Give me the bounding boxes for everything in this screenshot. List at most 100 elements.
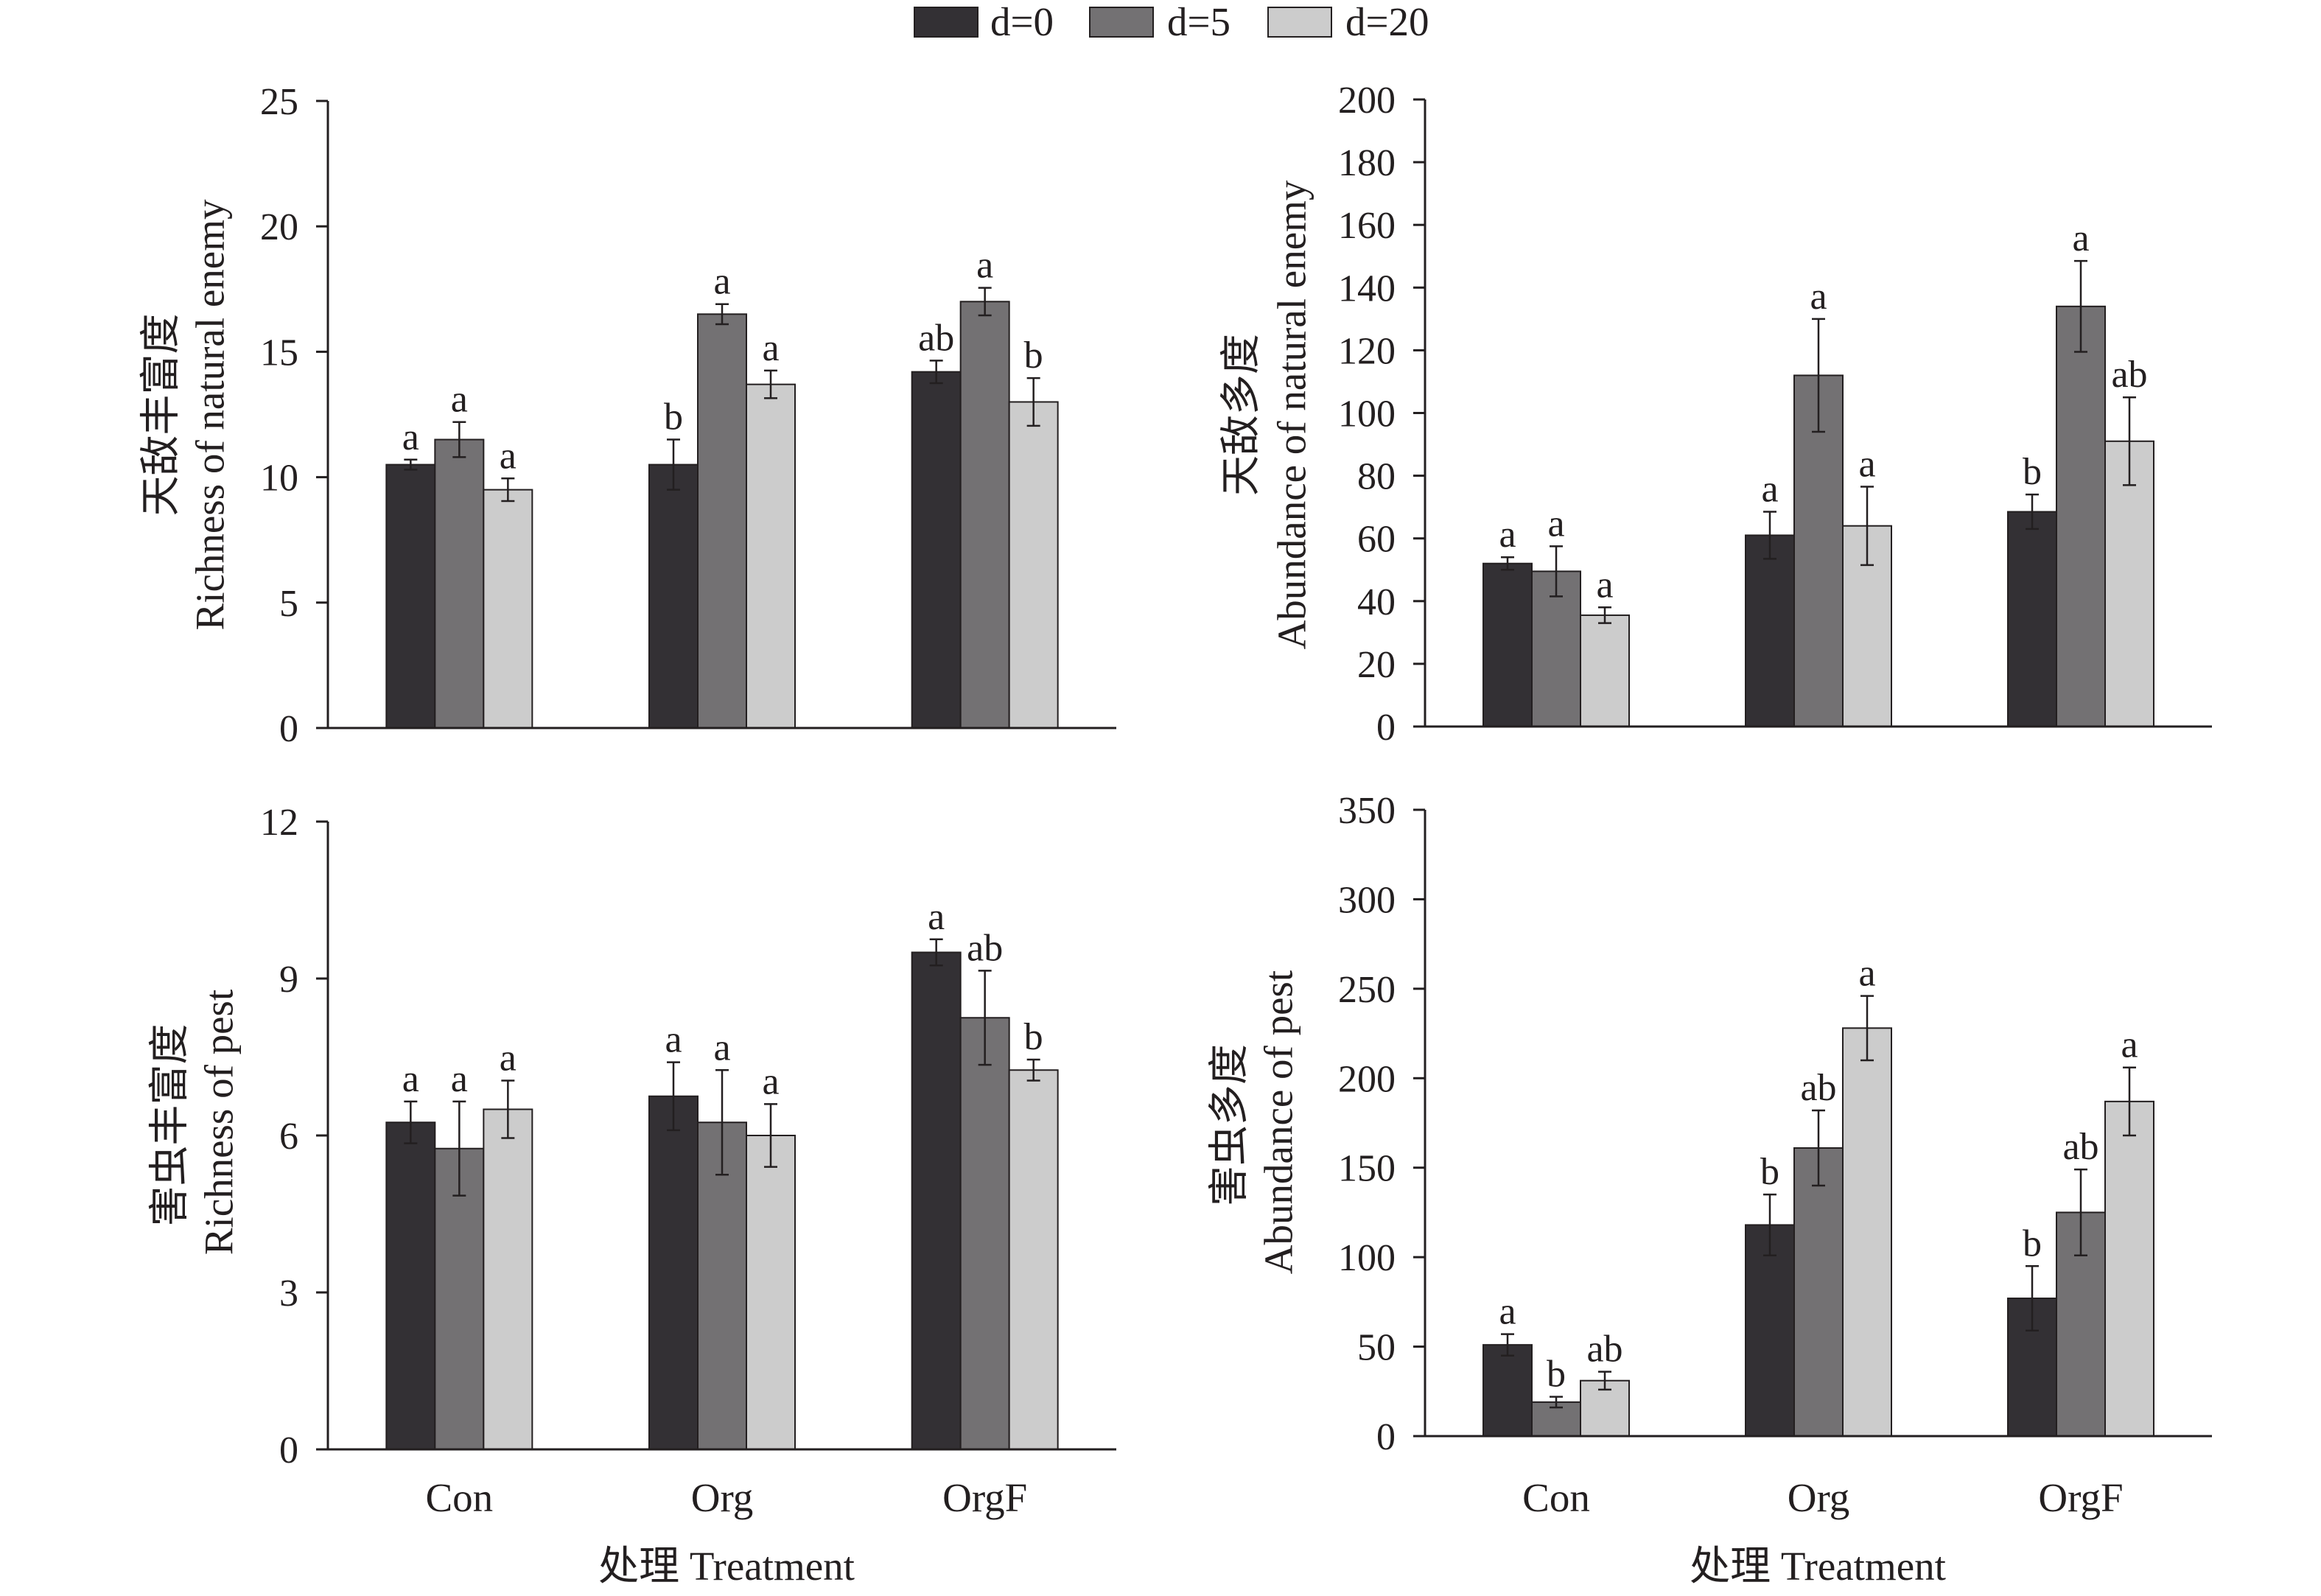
significance-letter-orgf-d20: b <box>1024 1016 1043 1058</box>
bar-orgf-d5 <box>2056 305 2106 727</box>
legend-label-d0: d=0 <box>990 0 1054 44</box>
error-bar-orgf-d0 <box>929 938 943 967</box>
error-bar-org-d5 <box>715 303 729 326</box>
y-tick-label: 25 <box>260 81 298 123</box>
y-tick-label: 6 <box>279 1116 298 1158</box>
y-tick-label: 200 <box>1338 80 1396 122</box>
bar-con-d5 <box>434 438 485 729</box>
y-tick-label: 0 <box>1376 1416 1396 1458</box>
error-bar-con-d0 <box>404 1100 418 1144</box>
bar-org-d5 <box>697 1121 747 1450</box>
error-bar-org-d0 <box>667 438 680 491</box>
x-axis-title: 处理 Treatment <box>598 1544 855 1589</box>
error-bar-con-d0 <box>1501 556 1514 571</box>
y-axis-title-en: Richness of natural enemy <box>188 199 233 630</box>
error-bar-orgf-d0 <box>2026 1265 2039 1331</box>
significance-letter-orgf-d0: a <box>928 896 945 938</box>
bar-org-d5 <box>1793 1147 1844 1437</box>
error-bar-org-d5 <box>1812 318 1825 433</box>
error-bar-con-d5 <box>1550 545 1563 598</box>
error-bar-org-d20 <box>1860 995 1874 1062</box>
error-bar-con-d20 <box>501 477 515 503</box>
significance-letter-org-d0: a <box>665 1019 682 1061</box>
significance-letter-con-d0: a <box>402 1058 419 1100</box>
y-tick-label: 20 <box>1357 644 1396 686</box>
x-axis-title: 处理 Treatment <box>1690 1544 1946 1589</box>
y-tick-label: 0 <box>1376 707 1396 749</box>
legend-label-d20: d=20 <box>1345 0 1429 44</box>
category-label-con: Con <box>1522 1475 1590 1520</box>
significance-letter-con-d5: a <box>1547 503 1564 545</box>
error-bar-orgf-d20 <box>1026 1058 1040 1082</box>
error-bar-org-d20 <box>764 1103 777 1168</box>
significance-letter-org-d20: a <box>1858 953 1875 995</box>
bar-con-d20 <box>483 1108 533 1450</box>
significance-letter-con-d0: a <box>1499 1291 1516 1333</box>
legend: d=0 d=5 d=20 <box>914 0 1429 44</box>
significance-letter-orgf-d5: a <box>2072 217 2089 259</box>
bar-org-d5 <box>1793 374 1844 727</box>
bar-con-d0 <box>1482 562 1533 727</box>
legend-swatch-d5 <box>1089 7 1154 38</box>
significance-letter-orgf-d0: b <box>2023 1222 2042 1264</box>
category-label-org: Org <box>691 1475 754 1520</box>
y-tick-label: 40 <box>1357 581 1396 623</box>
y-axis-title-en: Abundance of natural enemy <box>1270 180 1314 649</box>
significance-letter-orgf-d5: ab <box>2062 1126 2098 1168</box>
legend-item-d20: d=20 <box>1267 0 1429 44</box>
error-bar-con-d5 <box>452 1100 466 1197</box>
category-label-orgf: OrgF <box>2038 1475 2123 1520</box>
y-tick-label: 10 <box>260 458 298 500</box>
y-tick-label: 60 <box>1357 519 1396 561</box>
y-tick-label: 200 <box>1338 1058 1396 1100</box>
significance-letter-con-d5: a <box>451 1058 468 1100</box>
error-bar-orgf-d0 <box>2026 493 2039 531</box>
bar-org-d20 <box>1842 1027 1892 1438</box>
significance-letter-con-d0: a <box>402 416 419 458</box>
error-bar-org-d0 <box>1763 1193 1776 1256</box>
error-bar-orgf-d5 <box>2074 259 2087 353</box>
error-bar-orgf-d5 <box>2074 1168 2087 1256</box>
y-tick-label: 9 <box>279 959 298 1001</box>
y-tick-label: 80 <box>1357 456 1396 498</box>
bar-orgf-d20 <box>2104 1100 2154 1438</box>
chart-panel-pest-abundance: ababConbabaOrgbabaOrgF050100150200250300… <box>1207 790 2212 1589</box>
error-bar-orgf-d5 <box>978 287 992 317</box>
significance-letter-con-d20: a <box>500 435 517 477</box>
category-label-con: Con <box>425 1475 493 1520</box>
y-tick-label: 5 <box>279 583 298 625</box>
significance-letter-con-d20: ab <box>1586 1329 1622 1371</box>
bar-org-d0 <box>648 1095 699 1450</box>
bar-org-d0 <box>1745 1224 1795 1438</box>
y-tick-label: 100 <box>1338 1237 1396 1279</box>
error-bar-orgf-d5 <box>978 970 992 1066</box>
significance-letter-orgf-d0: ab <box>918 317 954 359</box>
significance-letter-org-d20: a <box>762 327 779 369</box>
y-tick-label: 250 <box>1338 969 1396 1011</box>
error-bar-con-d20 <box>501 1079 515 1139</box>
legend-swatch-d20 <box>1267 7 1332 38</box>
significance-letter-orgf-d20: a <box>2121 1024 2138 1066</box>
significance-letter-org-d0: b <box>1760 1151 1779 1193</box>
significance-letter-con-d20: a <box>1596 564 1613 606</box>
error-bar-con-d20 <box>1598 1371 1611 1391</box>
error-bar-org-d5 <box>1812 1109 1825 1187</box>
bar-orgf-d0 <box>911 371 962 729</box>
error-bar-org-d0 <box>667 1061 680 1132</box>
error-bar-con-d5 <box>452 421 466 458</box>
significance-letter-org-d20: a <box>1858 443 1875 485</box>
y-tick-label: 50 <box>1357 1327 1396 1369</box>
error-bar-con-d0 <box>404 458 418 471</box>
error-bar-orgf-d20 <box>2123 1066 2136 1137</box>
y-tick-label: 350 <box>1338 790 1396 832</box>
legend-item-d0: d=0 <box>914 0 1054 44</box>
y-tick-label: 120 <box>1338 330 1396 372</box>
y-tick-label: 20 <box>260 206 298 248</box>
significance-letter-con-d5: b <box>1547 1354 1566 1396</box>
y-tick-label: 300 <box>1338 879 1396 921</box>
bar-orgf-d20 <box>1008 401 1059 729</box>
bar-orgf-d5 <box>959 1017 1010 1450</box>
